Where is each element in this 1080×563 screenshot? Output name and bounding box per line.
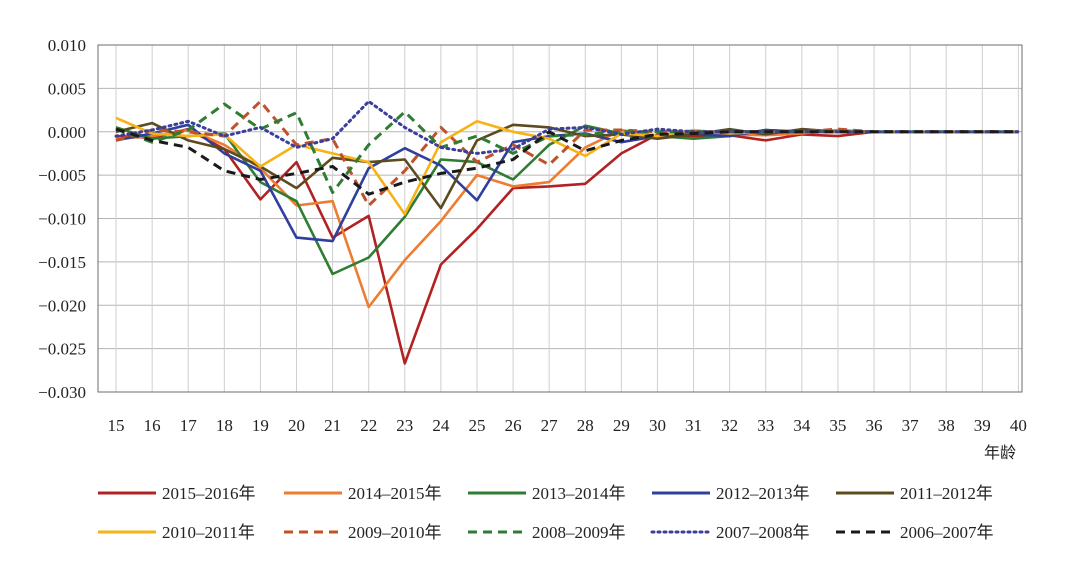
legend-item-7: 2009–2010年 — [284, 523, 442, 542]
x-tick-label: 19 — [252, 416, 269, 435]
legend-label: 2014–2015年 — [348, 484, 442, 503]
x-tick-label: 30 — [649, 416, 666, 435]
x-tick-label: 40 — [1010, 416, 1027, 435]
legend-item-6: 2010–2011年 — [98, 523, 255, 542]
grid-lines — [97, 44, 1023, 393]
legend-label: 2015–2016年 — [162, 484, 256, 503]
legend-item-10: 2006–2007年 — [836, 523, 994, 542]
legend-item-3: 2013–2014年 — [468, 484, 626, 503]
x-tick-label: 25 — [468, 416, 485, 435]
x-tick-label: 39 — [974, 416, 991, 435]
x-tick-label: 22 — [360, 416, 377, 435]
x-tick-label: 20 — [288, 416, 305, 435]
y-tick-label: 0.005 — [48, 79, 86, 98]
legend-item-2: 2014–2015年 — [284, 484, 442, 503]
x-tick-label: 24 — [432, 416, 450, 435]
y-tick-label: 0.010 — [48, 36, 86, 55]
x-tick-label: 38 — [938, 416, 955, 435]
legend-item-9: 2007–2008年 — [650, 523, 810, 542]
x-tick-label: 26 — [505, 416, 522, 435]
legend-label: 2007–2008年 — [716, 523, 810, 542]
legend-item-8: 2008–2009年 — [468, 523, 626, 542]
x-tick-label: 15 — [108, 416, 125, 435]
x-tick-label: 29 — [613, 416, 630, 435]
x-tick-label: 16 — [144, 416, 161, 435]
legend-label: 2010–2011年 — [162, 523, 255, 542]
y-axis-tick-labels: 0.010 0.005 0.000 −0.005 −0.010 −0.015 −0.020 −… — [38, 36, 86, 402]
legend-label: 2012–2013年 — [716, 484, 810, 503]
y-tick-label: −0.020 — [38, 296, 86, 315]
legend-label: 2009–2010年 — [348, 523, 442, 542]
series-line-10 — [115, 127, 1019, 196]
y-tick-label: −0.010 — [38, 210, 86, 229]
legend-label: 2008–2009年 — [532, 523, 626, 542]
x-tick-label: 32 — [721, 416, 738, 435]
series-line-9 — [114, 99, 1020, 155]
y-tick-label: −0.030 — [38, 383, 86, 402]
x-tick-label: 21 — [324, 416, 341, 435]
x-tick-label: 23 — [396, 416, 413, 435]
x-axis-tick-labels: 15 16 17 18 19 20 21 22 23 24 25 26 27 28 29 30 31 32 33 34… — [108, 416, 1027, 435]
legend: 2015–2016年 2014–2015年 2013–2014年 2012–2013年… — [98, 484, 994, 542]
legend-label: 2013–2014年 — [532, 484, 626, 503]
x-tick-label: 31 — [685, 416, 702, 435]
legend-item-4: 2012–2013年 — [652, 484, 810, 503]
x-tick-label: 35 — [829, 416, 846, 435]
x-tick-label: 34 — [793, 416, 811, 435]
y-tick-label: −0.005 — [38, 166, 86, 185]
x-tick-label: 36 — [866, 416, 883, 435]
x-axis-title: 年龄 — [984, 443, 1016, 462]
y-tick-label: −0.025 — [38, 340, 86, 359]
x-tick-label: 18 — [216, 416, 233, 435]
plot-frame — [97, 44, 1023, 393]
legend-item-1: 2015–2016年 — [98, 484, 256, 503]
y-tick-label: 0.000 — [48, 123, 86, 142]
series-line-7 — [115, 99, 1019, 207]
series-group — [114, 99, 1020, 365]
legend-item-5: 2011–2012年 — [836, 484, 993, 503]
x-tick-label: 17 — [180, 416, 198, 435]
x-tick-label: 37 — [902, 416, 920, 435]
legend-label: 2011–2012年 — [900, 484, 993, 503]
legend-label: 2006–2007年 — [900, 523, 994, 542]
x-tick-label: 27 — [541, 416, 559, 435]
x-tick-label: 33 — [757, 416, 774, 435]
y-tick-label: −0.015 — [38, 253, 86, 272]
x-tick-label: 28 — [577, 416, 594, 435]
